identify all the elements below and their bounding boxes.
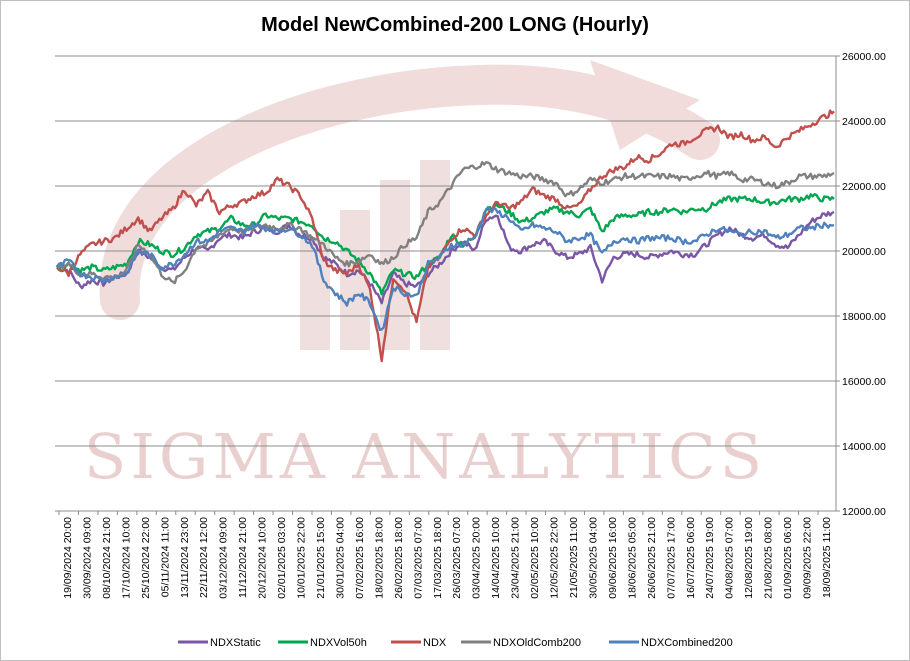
x-tick-label: 21/08/2025 08:00 — [763, 517, 775, 599]
y-tick-label: 12000.00 — [842, 506, 886, 518]
x-tick-label: 17/10/2024 10:00 — [120, 517, 132, 599]
legend-label: NDXCombined200 — [641, 637, 733, 649]
x-tick-label: 07/03/2025 07:00 — [412, 517, 424, 599]
x-tick-label: 20/12/2024 10:00 — [257, 517, 269, 599]
y-tick-label: 14000.00 — [842, 441, 886, 453]
x-tick-label: 26/06/2025 21:00 — [646, 517, 658, 599]
x-tick-label: 07/02/2025 16:00 — [354, 517, 366, 599]
x-tick-label: 03/12/2024 09:00 — [218, 517, 230, 599]
series-line-ndxstatic — [56, 210, 835, 305]
x-tick-label: 30/09/2024 09:00 — [81, 517, 93, 599]
watermark: SIGMA ANALYTICS — [84, 60, 766, 493]
x-tick-label: 02/01/2025 03:00 — [276, 517, 288, 599]
x-tick-label: 12/08/2025 19:00 — [743, 517, 755, 599]
watermark-arrowhead — [590, 60, 700, 150]
x-tick-label: 11/12/2024 21:00 — [237, 517, 249, 598]
x-tick-label: 26/03/2025 07:00 — [451, 517, 463, 599]
y-tick-label: 20000.00 — [842, 246, 886, 258]
x-tick-label: 14/04/2025 10:00 — [490, 517, 502, 599]
x-tick-label: 12/05/2025 22:00 — [549, 517, 561, 599]
y-tick-label: 16000.00 — [842, 376, 886, 388]
y-axis: 12000.00 14000.00 16000.00 18000.00 20000.00… — [835, 51, 886, 518]
y-tick-label: 24000.00 — [842, 116, 886, 128]
x-tick-label: 01/09/2025 06:00 — [782, 517, 794, 599]
x-tick-label: 22/11/2024 12:00 — [198, 517, 210, 598]
y-tick-label: 22000.00 — [842, 181, 886, 193]
x-tick-label: 30/01/2025 04:00 — [334, 517, 346, 599]
x-tick-label: 07/07/2025 17:00 — [665, 517, 677, 599]
x-tick-label: 17/03/2025 18:00 — [432, 517, 444, 599]
x-tick-label: 18/02/2025 18:00 — [373, 517, 385, 599]
x-tick-label: 13/11/2024 23:00 — [179, 517, 191, 598]
legend-label: NDXOldComb200 — [493, 637, 581, 649]
x-tick-label: 09/06/2025 16:00 — [607, 517, 619, 599]
x-tick-label: 03/04/2025 20:00 — [471, 517, 483, 599]
watermark-bar — [420, 160, 450, 350]
x-tick-label: 25/10/2024 22:00 — [140, 517, 152, 599]
x-tick-label: 21/01/2025 15:00 — [315, 517, 327, 599]
legend: NDXStatic NDXVol50h NDX NDXOldComb200 NDXCom… — [178, 637, 733, 649]
legend-label: NDX — [423, 637, 447, 649]
x-tick-label: 24/07/2025 19:00 — [704, 517, 716, 599]
x-tick-label: 09/09/2025 22:00 — [802, 517, 814, 599]
y-tick-label: 26000.00 — [842, 51, 886, 63]
x-tick-label: 18/09/2025 11:00 — [821, 517, 833, 598]
series-lines — [55, 109, 835, 363]
x-tick-label: 26/02/2025 18:00 — [393, 517, 405, 599]
series-line-ndxoldcomb200 — [56, 161, 835, 285]
legend-label: NDXStatic — [210, 637, 261, 649]
x-tick-label: 19/09/2024 20:00 — [62, 517, 74, 599]
x-tick-label: 04/08/2025 07:00 — [724, 517, 736, 599]
chart-title: Model NewCombined-200 LONG (Hourly) — [261, 14, 649, 36]
x-tick-label: 18/06/2025 05:00 — [626, 517, 638, 599]
x-tick-label: 23/04/2025 21:00 — [510, 517, 522, 599]
x-tick-label: 02/05/2025 10:00 — [529, 517, 541, 599]
x-tick-label: 05/11/2024 11:00 — [159, 517, 171, 597]
x-tick-label: 08/10/2024 21:00 — [101, 517, 113, 599]
x-tick-label: 16/07/2025 06:00 — [685, 517, 697, 599]
x-axis: 19/09/2024 20:00 30/09/2024 09:00 08/10/20… — [58, 511, 833, 599]
series-line-ndx — [56, 109, 835, 363]
series-line-ndxcombined200 — [55, 205, 835, 332]
y-tick-label: 18000.00 — [842, 311, 886, 323]
x-tick-label: 30/05/2025 04:00 — [587, 517, 599, 599]
x-tick-label: 21/05/2025 11:00 — [568, 517, 580, 598]
legend-label: NDXVol50h — [310, 637, 367, 649]
gridlines — [55, 55, 836, 512]
x-tick-label: 10/01/2025 22:00 — [296, 517, 308, 599]
watermark-text: SIGMA ANALYTICS — [84, 420, 766, 493]
